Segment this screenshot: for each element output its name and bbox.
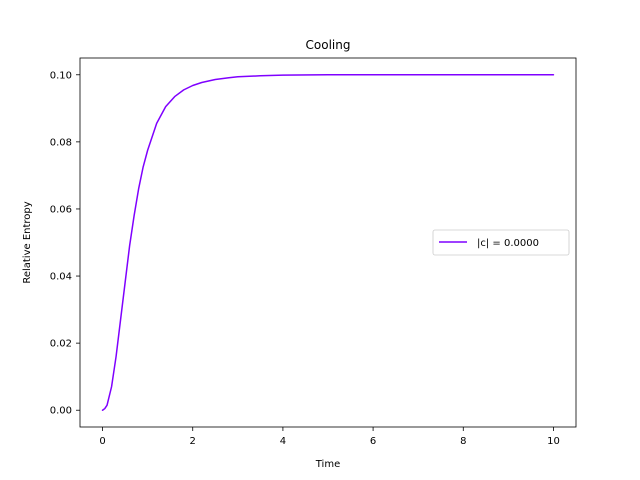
y-tick-label: 0.08 <box>50 137 72 148</box>
series-line <box>101 74 555 411</box>
legend-entry-label: |c| = 0.0000 <box>477 238 539 249</box>
plot-layer: 0 2 4 6 8 10 0.00 0.02 0.04 0.06 0.08 0.10 <box>50 70 560 447</box>
x-tick-label: 0 <box>99 436 105 447</box>
x-tick-label: 4 <box>280 436 286 447</box>
axes-frame <box>79 57 577 428</box>
y-tick-label: 0.06 <box>50 204 72 215</box>
x-tick-label: 10 <box>547 436 560 447</box>
y-tick-label: 0.04 <box>50 272 72 283</box>
x-axis-label: Time <box>315 459 340 470</box>
legend: |c| = 0.0000 <box>432 229 570 256</box>
y-tick-label: 0.02 <box>50 339 72 350</box>
chart-title: Cooling <box>306 38 351 52</box>
y-axis-label: Relative Entropy <box>22 201 33 283</box>
y-tick-label: 0.10 <box>50 70 72 81</box>
legend-box <box>432 229 570 256</box>
y-tick-label: 0.00 <box>50 406 72 417</box>
x-tick-label: 8 <box>460 436 466 447</box>
x-tick-label: 2 <box>190 436 196 447</box>
x-tick-label: 6 <box>370 436 376 447</box>
